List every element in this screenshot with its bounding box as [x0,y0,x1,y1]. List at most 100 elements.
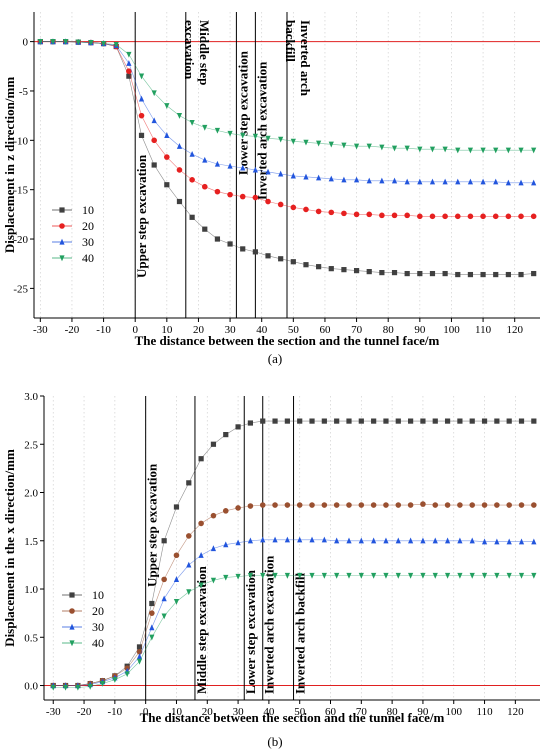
data-point [265,135,271,142]
data-point [136,653,143,660]
x-tick-label: 120 [507,706,524,718]
data-point [455,271,461,278]
x-axis-label: The distance between the section and the… [135,333,440,348]
legend-marker [59,255,65,262]
data-point [265,198,271,205]
data-point [480,147,486,154]
panel-label: (b) [267,734,282,749]
data-point [321,536,327,543]
data-point [395,537,401,544]
legend-label: 40 [82,251,94,265]
data-point [260,536,266,543]
data-point [429,146,436,153]
data-point [469,418,475,424]
legend-label: 10 [92,588,104,602]
data-point [198,552,204,558]
data-point [173,598,180,605]
data-point [240,164,246,171]
data-point [149,634,155,641]
series-line [53,420,534,686]
data-point [223,432,229,438]
data-point [186,480,192,486]
data-point [151,162,157,168]
data-point [333,502,340,508]
legend-marker [69,623,75,630]
data-point [505,147,511,154]
legend-marker [59,238,65,245]
data-point [531,179,537,186]
data-point [284,418,290,424]
data-point [272,418,278,424]
data-point [186,561,192,568]
x-tick-label: 100 [445,706,462,718]
data-point [358,502,365,508]
data-point [210,577,217,584]
x-tick-label: 0 [132,324,138,336]
legend-marker [69,592,75,598]
data-point [50,39,56,45]
data-point [151,117,157,124]
data-point [454,213,461,220]
data-point [214,160,221,167]
data-point [334,418,340,424]
data-point [432,537,438,544]
data-point [442,146,448,153]
data-point [63,39,69,45]
series-line [40,41,534,184]
data-point [316,264,322,270]
data-point [235,505,241,511]
data-point [379,269,385,276]
data-point [290,259,296,265]
data-point [247,420,254,426]
data-point [176,198,183,205]
data-point [227,162,233,169]
data-point [50,684,56,691]
data-point [408,537,414,544]
data-point [379,144,385,151]
data-point [321,502,328,508]
data-point [297,536,303,543]
data-point [494,538,500,545]
data-point [136,644,143,650]
data-point [358,572,364,579]
legend-marker [69,608,75,614]
data-point [457,572,463,579]
x-tick-label: -20 [65,324,80,336]
data-point [395,572,401,579]
data-point [265,253,271,259]
data-point [328,266,334,272]
data-point [278,256,284,262]
series-line [40,41,534,151]
data-point [210,545,217,552]
data-point [379,212,385,219]
legend: 10 20 30 40 [52,203,94,265]
data-point [202,156,208,163]
data-point [366,211,373,218]
data-point [173,576,180,582]
data-point [417,178,423,185]
x-tick-label: -30 [46,706,61,718]
data-point [189,214,195,220]
data-point [383,418,389,424]
series-line [53,575,534,688]
data-point [391,269,398,276]
legend-marker [69,640,75,647]
data-point [391,145,398,152]
x-tick-label: 50 [288,324,300,336]
data-point [201,183,208,190]
data-point [328,141,334,148]
chart-panel-b: Upper step excavation Middle step excavat… [2,391,540,749]
data-point [480,178,486,185]
data-point [321,572,327,579]
data-point [124,671,130,678]
data-point [346,537,352,544]
series-line [40,41,534,275]
data-point [518,502,525,508]
data-point [247,572,254,579]
data-point [506,502,512,508]
data-point [303,206,309,213]
legend-marker [59,207,65,213]
data-point [161,595,167,602]
data-point [88,40,94,46]
data-point [334,537,340,544]
